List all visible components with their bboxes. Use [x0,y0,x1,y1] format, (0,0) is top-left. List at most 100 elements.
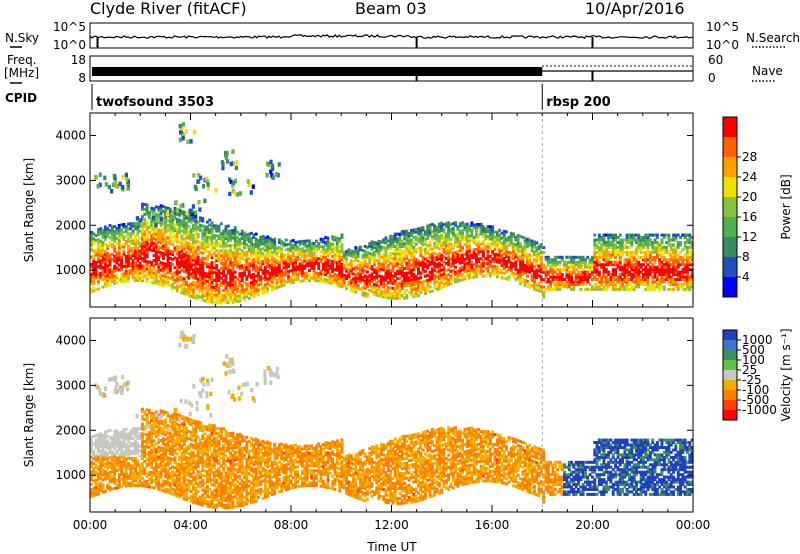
echo-cell [342,276,346,280]
echo-cell [521,280,525,284]
echo-cell [600,265,604,269]
echo-cell [400,286,404,290]
echo-cell [454,280,457,284]
echo-cell [447,258,451,262]
echo-cell [646,280,650,284]
echo-cell [405,256,409,260]
echo-cell [161,237,165,241]
echo-cell [430,289,434,293]
echo-cell [688,238,692,242]
echo-cell [400,230,404,234]
echo-cell [665,233,669,237]
echo-cell [481,230,485,233]
echo-cell [405,249,409,253]
echo-cell [263,241,267,245]
echo-cell [257,249,260,252]
echo-cell [523,283,527,287]
echo-cell [389,276,393,280]
echo-cell [173,273,177,277]
echo-cell [356,274,360,278]
echo-cell [340,250,344,254]
echo-cell [143,235,147,239]
echo-cell [180,219,184,223]
echo-cell [516,249,520,252]
echo-cell [94,453,98,457]
echo-cell [526,252,529,256]
echo-cell [514,253,518,257]
echo-cell [217,301,221,305]
echo-cell [407,283,411,287]
echo-cell [97,443,100,446]
echo-cell [113,247,117,251]
echo-cell [345,252,348,256]
echo-cell [410,271,413,274]
echo-cell [461,238,464,242]
echo-cell [602,241,606,244]
echo-cell [328,249,332,253]
echo-cell [148,272,151,276]
echo-cell [637,278,641,281]
echo-cell [310,276,314,280]
echo-cell [639,250,643,254]
echo-cell [683,241,687,244]
echo-cell [433,264,437,267]
echo-cell [591,268,594,272]
echo-cell [539,277,543,281]
echo-cell [516,241,520,245]
echo-cell [136,271,140,275]
echo-cell [175,259,179,263]
echo-cell [115,231,119,235]
echo-cell [430,269,434,273]
echo-cell [546,287,550,291]
echo-cell [400,252,404,256]
echo-cell [161,244,165,248]
nave-tick-bottom: 0 [708,71,716,85]
echo-cell [621,278,624,281]
echo-cell [117,246,121,250]
echo-cell [398,272,402,276]
echo-cell [542,290,546,294]
echo-cell [94,471,98,475]
echo-cell [305,246,309,250]
echo-cell [433,261,437,265]
echo-cell [412,268,416,272]
echo-cell [245,260,249,264]
echo-cell [212,234,216,238]
echo-cell [377,240,381,243]
echo-cell [326,236,330,240]
echo-cell [194,266,198,270]
echo-cell [210,246,214,250]
echo-cell [159,204,163,208]
echo-cell [398,237,402,241]
echo-cell [519,267,522,271]
echo-cell [143,249,147,253]
echo-cell [168,266,172,270]
echo-cell [203,247,207,251]
echo-cell [681,263,685,267]
echo-cell [150,219,154,223]
echo-cell [94,434,98,437]
echo-cell [523,251,527,255]
echo-cell [442,260,446,264]
echo-cell [602,280,606,284]
echo-cell [94,268,98,272]
echo-cell [669,243,673,247]
echo-cell [338,237,342,241]
echo-cell [97,435,100,439]
echo-cell [150,241,154,245]
echo-cell [99,464,103,468]
echo-cell [491,252,495,256]
echo-cell [500,258,504,262]
echo-cell [312,242,316,245]
echo-cell [505,255,508,259]
echo-cell [667,273,671,277]
echo-cell [669,245,673,249]
echo-cell [224,244,228,248]
echo-cell [428,255,432,259]
echo-cell [644,241,648,244]
echo-cell [206,240,209,244]
echo-cell [224,224,228,228]
echo-cell [584,283,587,286]
echo-cell [595,278,599,281]
echo-cell [484,232,488,236]
